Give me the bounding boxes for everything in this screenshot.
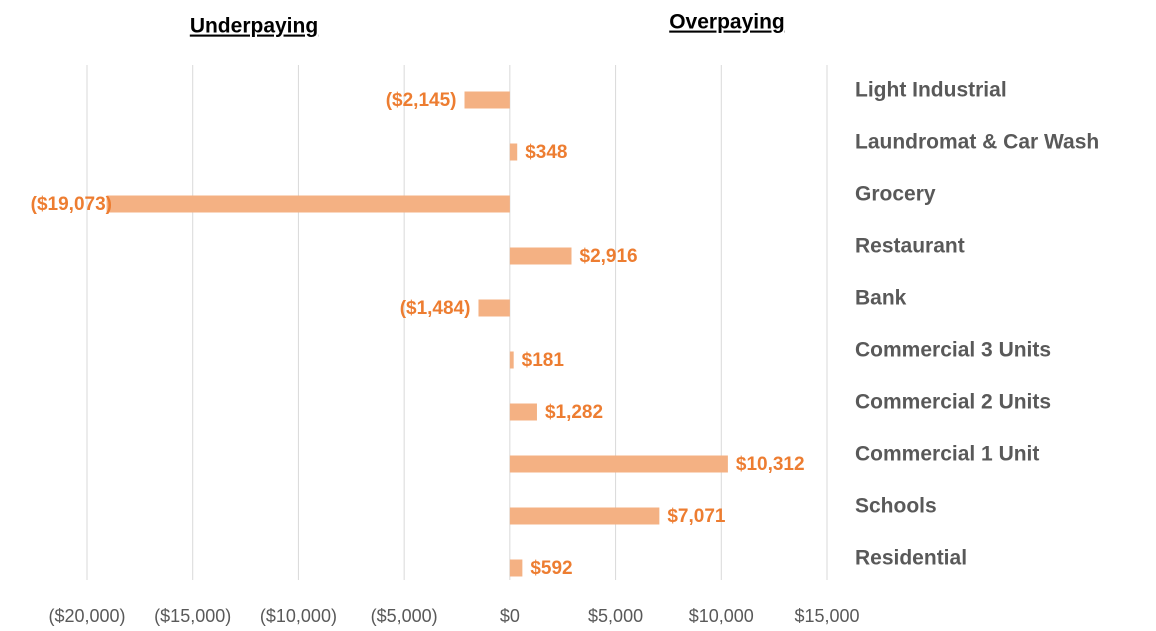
x-tick-label: ($5,000) (371, 606, 438, 626)
bar (464, 91, 510, 109)
bar (478, 299, 510, 317)
data-label: $592 (530, 558, 572, 579)
category-label: Residential (855, 547, 967, 570)
x-tick-label: ($10,000) (260, 606, 337, 626)
category-label: Commercial 2 Units (855, 391, 1051, 414)
bar (509, 507, 660, 525)
data-label: $181 (522, 350, 565, 371)
data-label: ($19,073) (31, 194, 112, 215)
data-label: $348 (525, 142, 567, 163)
data-label: $1,282 (545, 402, 603, 423)
bar (509, 247, 572, 265)
right-annotation: Overpaying (669, 11, 785, 34)
data-label: ($2,145) (386, 90, 457, 111)
bar (509, 455, 728, 473)
x-tick-label: $15,000 (794, 606, 859, 626)
bar (509, 403, 537, 421)
data-label: ($1,484) (400, 298, 471, 319)
bar (106, 195, 510, 213)
x-tick-label: $0 (500, 606, 520, 626)
category-label: Schools (855, 495, 937, 518)
x-tick-label: ($15,000) (154, 606, 231, 626)
category-label: Commercial 1 Unit (855, 443, 1039, 466)
bar (509, 559, 523, 577)
category-label: Restaurant (855, 235, 965, 258)
bar (509, 143, 518, 161)
bar (509, 351, 514, 369)
x-tick-label: $5,000 (588, 606, 643, 626)
data-label: $2,916 (580, 246, 638, 267)
left-annotation: Underpaying (190, 15, 318, 38)
category-label: Laundromat & Car Wash (855, 131, 1099, 154)
x-tick-label: ($20,000) (48, 606, 125, 626)
data-label: $7,071 (667, 506, 726, 527)
category-label: Commercial 3 Units (855, 339, 1051, 362)
category-label: Grocery (855, 183, 936, 206)
data-label: $10,312 (736, 454, 805, 475)
category-label: Bank (855, 287, 907, 310)
category-label: Light Industrial (855, 79, 1007, 102)
x-tick-label: $10,000 (689, 606, 754, 626)
